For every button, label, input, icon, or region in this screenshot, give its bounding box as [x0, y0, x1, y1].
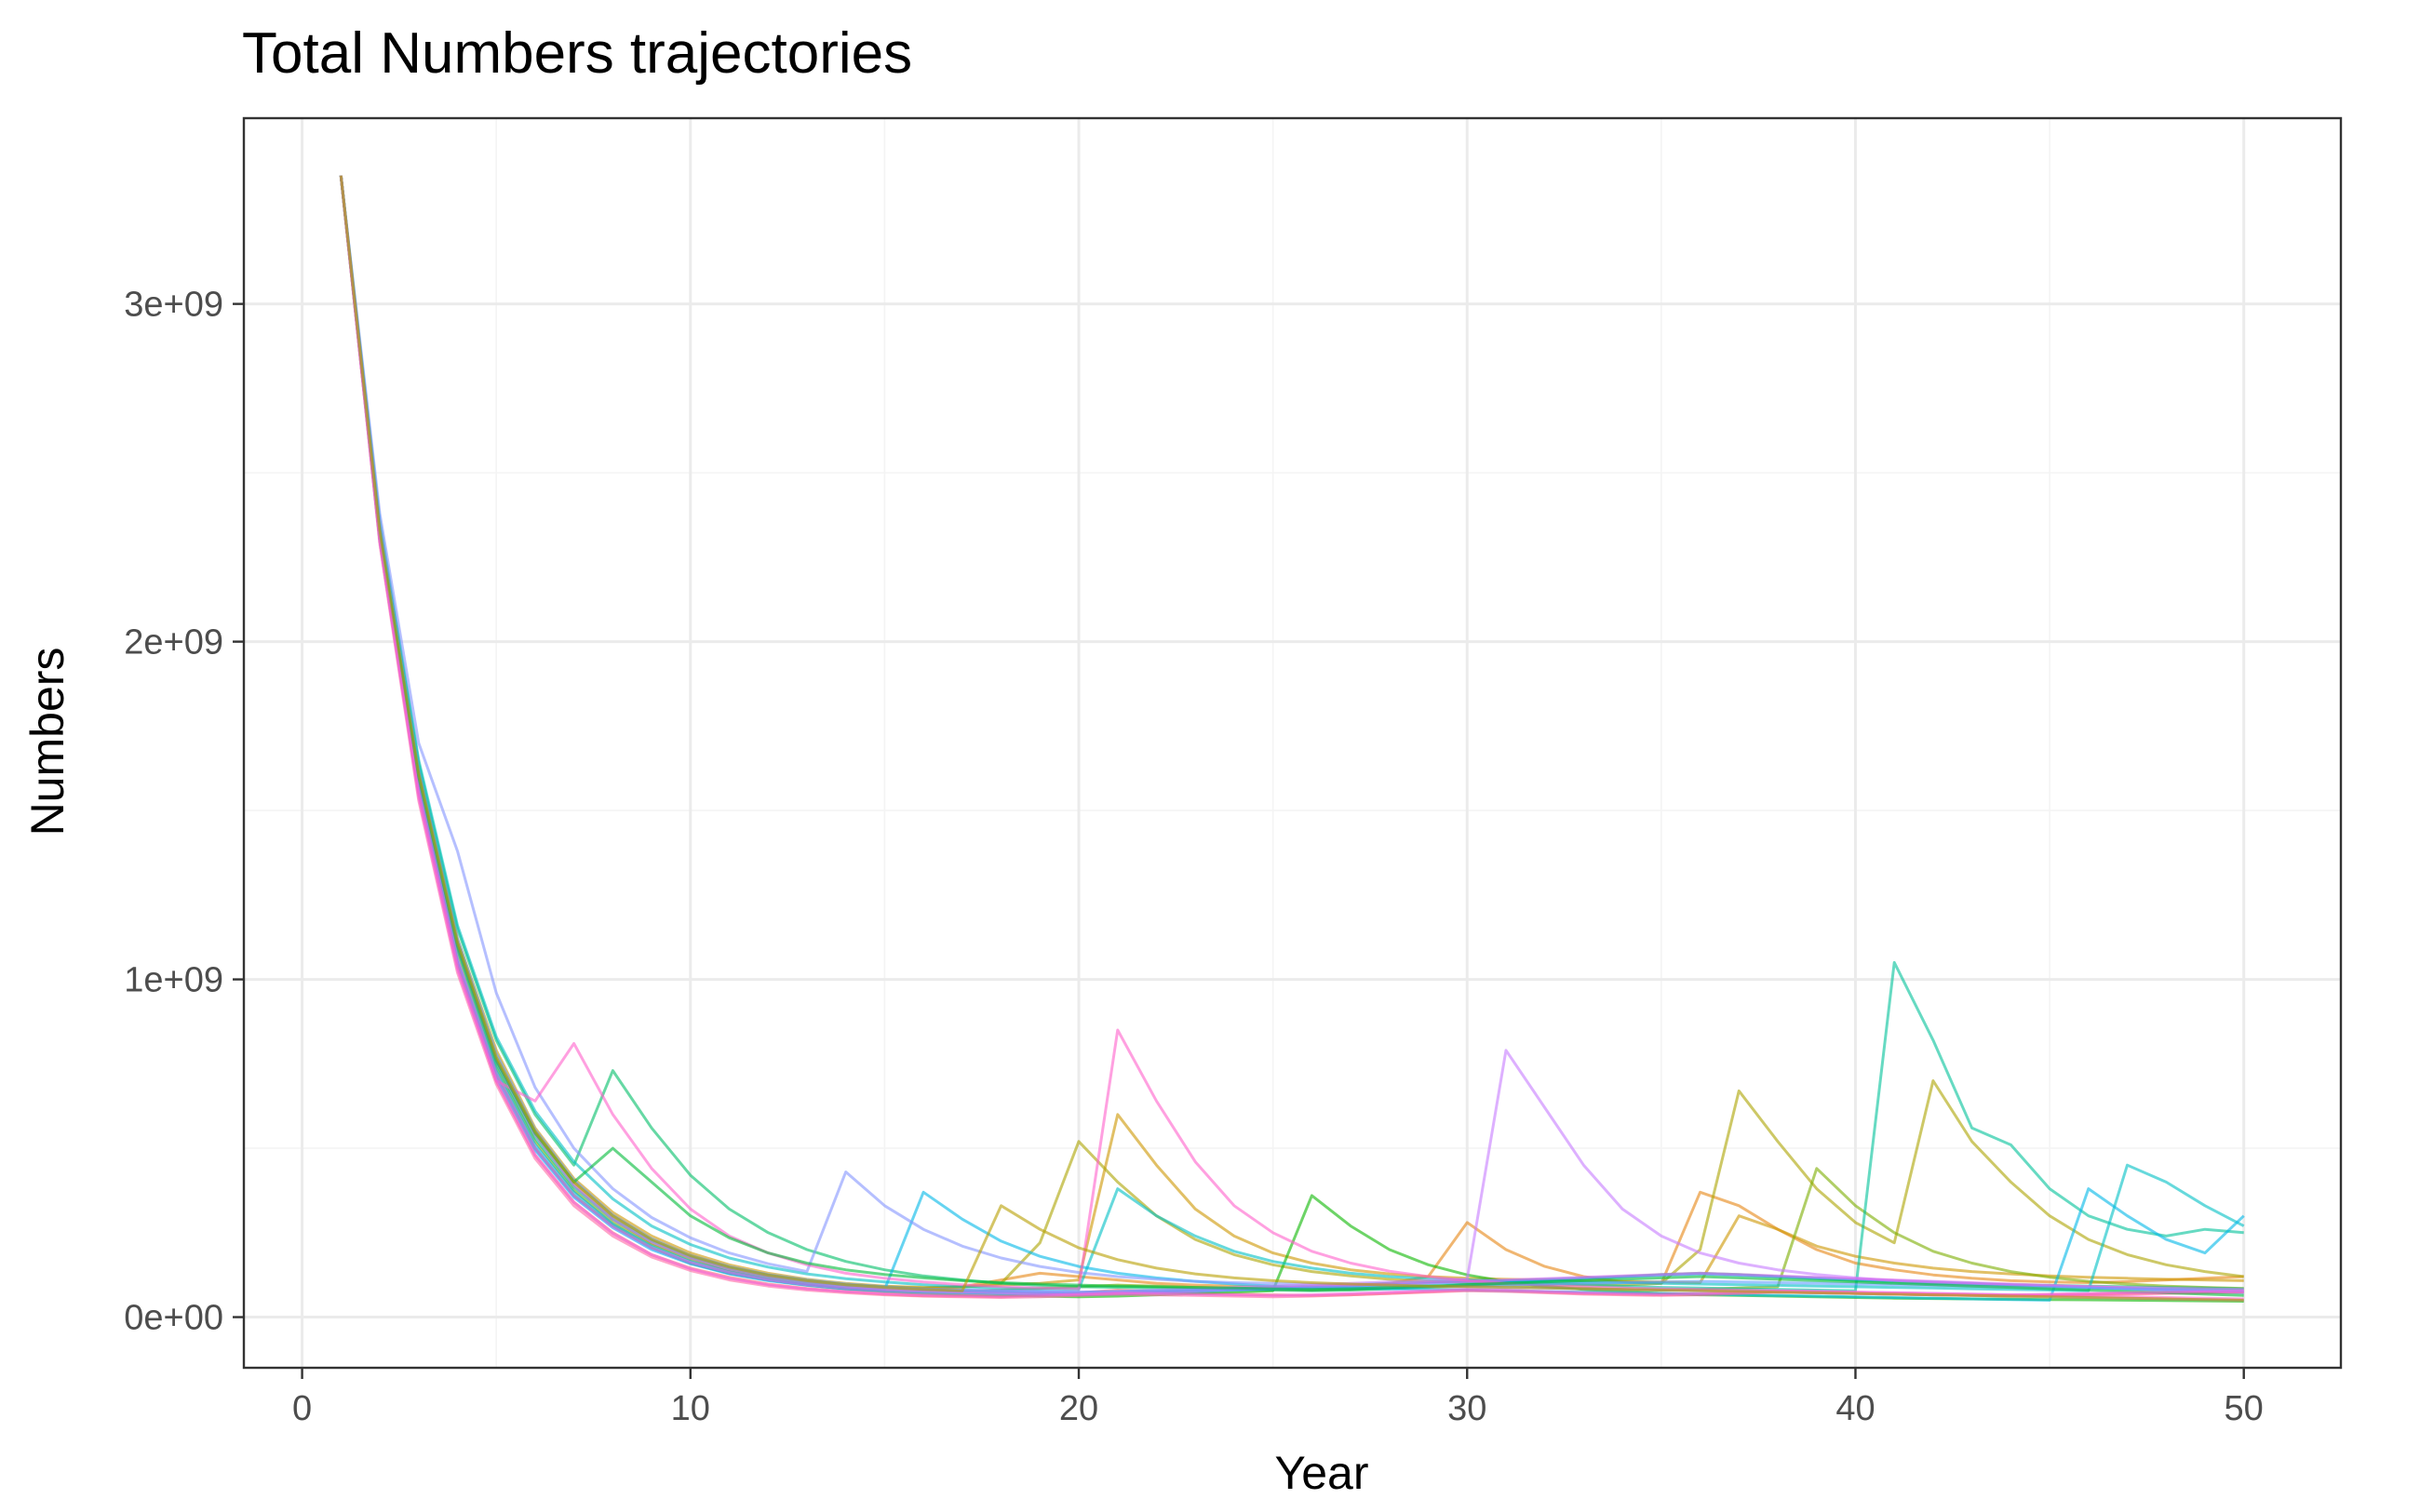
series-line-18	[339, 175, 2244, 1297]
series-line-15	[339, 175, 2244, 1301]
series-line-4	[339, 175, 2244, 1290]
series-line-19	[339, 175, 2244, 1298]
y-tick-label: 2e+09	[124, 623, 223, 662]
series-lines	[339, 175, 2245, 1303]
x-tick-label: 40	[1835, 1389, 1875, 1428]
y-axis-title: Numbers	[21, 648, 74, 836]
chart-title: Total Numbers trajectories	[242, 21, 912, 86]
grid	[244, 118, 2341, 1368]
series-line-20	[339, 175, 2244, 1302]
y-tick-label: 0e+00	[124, 1299, 223, 1338]
x-tick-label: 50	[2225, 1389, 2264, 1428]
series-line-7	[339, 175, 2244, 1292]
axes: 0 10 20 30 40 50 0e+00 1e+09 2e+09 3e+09	[124, 286, 2264, 1428]
series-line-13	[339, 175, 2244, 1294]
series-line-16	[339, 175, 2244, 1299]
x-tick-label: 10	[671, 1389, 710, 1428]
x-tick-label: 0	[292, 1389, 312, 1428]
series-line-5	[339, 175, 2244, 1292]
series-line-14	[339, 175, 2244, 1296]
y-tick-label: 3e+09	[124, 286, 223, 325]
x-axis-title: Year	[1274, 1447, 1368, 1499]
series-line-11	[339, 175, 2244, 1297]
series-line-8	[339, 175, 2244, 1295]
x-tick-label: 20	[1059, 1389, 1098, 1428]
panel-border	[242, 116, 2343, 1370]
y-tick-label: 1e+09	[124, 961, 223, 1000]
series-line-1	[339, 175, 2244, 1299]
series-line-17	[339, 175, 2244, 1294]
x-tick-label: 30	[1447, 1389, 1486, 1428]
series-line-9	[339, 175, 2245, 1292]
series-line-3	[339, 175, 2244, 1290]
